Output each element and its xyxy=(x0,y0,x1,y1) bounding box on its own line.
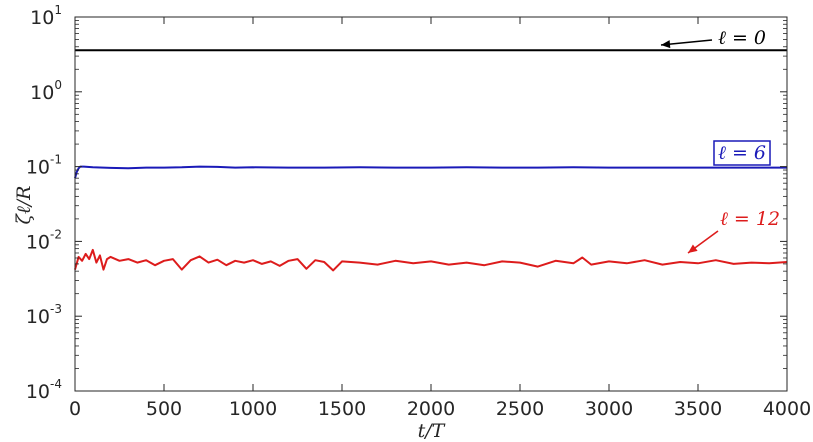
label-l6: ℓ = 6 xyxy=(718,142,766,164)
annotation-value: = 12 xyxy=(728,208,780,230)
annotation-variable: ℓ xyxy=(718,142,726,164)
label-l0-arrow-head xyxy=(661,40,671,49)
y-tick-base: 10 xyxy=(30,7,54,29)
y-tick-label: 100 xyxy=(30,78,62,104)
x-axis-label: t/T xyxy=(418,420,446,442)
annotation-value: = 0 xyxy=(726,27,766,49)
y-tick-label: 10-4 xyxy=(26,377,62,403)
label-l12-arrow-head xyxy=(688,244,698,253)
x-tick-label: 500 xyxy=(146,398,182,420)
label-l0: ℓ = 0 xyxy=(718,27,766,49)
series-l6-line xyxy=(74,165,787,179)
y-tick-base: 10 xyxy=(26,306,50,328)
x-tick-label: 0 xyxy=(69,398,81,420)
x-tick-label: 1500 xyxy=(318,398,366,420)
y-tick-exponent: 0 xyxy=(54,78,62,92)
y-tick-base: 10 xyxy=(26,231,50,253)
x-tick-label: 3500 xyxy=(674,398,722,420)
x-tick-label: 2500 xyxy=(496,398,544,420)
x-tick-label: 4000 xyxy=(763,398,811,420)
tick-layer: 0 500 1000 1500 2000 2500 3000 3500 400010-410-3… xyxy=(26,3,811,420)
annotation-value: = 6 xyxy=(726,142,766,164)
y-tick-label: 10-1 xyxy=(26,153,62,179)
plot-area xyxy=(75,17,787,391)
x-tick-label: 3000 xyxy=(585,398,633,420)
annotation-variable: ℓ xyxy=(718,27,726,49)
series-layer xyxy=(74,49,788,272)
y-tick-label: 10-2 xyxy=(26,227,62,253)
x-tick-label: 2000 xyxy=(407,398,455,420)
y-tick-exponent: -3 xyxy=(50,302,62,316)
y-tick-exponent: 1 xyxy=(54,3,62,17)
y-tick-label: 101 xyxy=(30,3,62,29)
x-tick-label: 1000 xyxy=(229,398,277,420)
y-tick-label: 10-3 xyxy=(26,302,62,328)
y-tick-exponent: -4 xyxy=(50,377,62,391)
label-l12: ℓ = 12 xyxy=(720,208,780,230)
y-tick-base: 10 xyxy=(26,381,50,403)
y-axis-label: ζℓ/R xyxy=(13,186,35,225)
y-tick-base: 10 xyxy=(30,82,54,104)
label-l6-box xyxy=(713,140,771,166)
series-l12-line xyxy=(74,248,788,272)
annotation-variable: ℓ xyxy=(720,208,728,230)
annotation-layer: ℓ = 0ℓ = 6ℓ = 12 xyxy=(660,27,780,254)
y-tick-base: 10 xyxy=(26,157,50,179)
y-tick-exponent: -1 xyxy=(50,153,62,167)
y-tick-exponent: -2 xyxy=(50,227,62,241)
